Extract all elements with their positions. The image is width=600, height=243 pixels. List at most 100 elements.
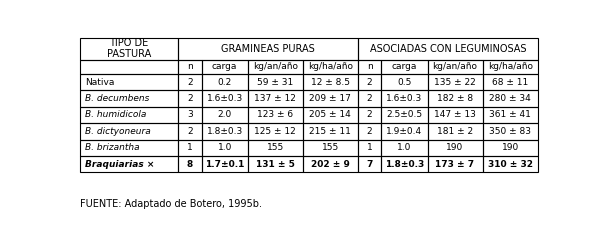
Bar xyxy=(80,74,178,90)
Text: 182 ± 8: 182 ± 8 xyxy=(437,94,473,103)
Bar xyxy=(248,90,303,107)
Text: 2: 2 xyxy=(187,78,193,87)
Bar xyxy=(382,90,428,107)
Bar xyxy=(428,156,482,172)
Text: 361 ± 41: 361 ± 41 xyxy=(489,110,531,119)
Text: 1.9±0.4: 1.9±0.4 xyxy=(386,127,422,136)
Text: 2: 2 xyxy=(187,94,193,103)
Text: FUENTE: Adaptado de Botero, 1995b.: FUENTE: Adaptado de Botero, 1995b. xyxy=(80,199,262,209)
Text: 209 ± 17: 209 ± 17 xyxy=(310,94,351,103)
Bar xyxy=(80,139,178,156)
Text: carga: carga xyxy=(212,62,238,71)
Text: 215 ± 11: 215 ± 11 xyxy=(310,127,351,136)
Bar xyxy=(202,123,248,139)
Text: ASOCIADAS CON LEGUMINOSAS: ASOCIADAS CON LEGUMINOSAS xyxy=(370,44,526,54)
Bar xyxy=(202,107,248,123)
Bar xyxy=(178,123,202,139)
Bar xyxy=(248,123,303,139)
Text: 3: 3 xyxy=(187,110,193,119)
Text: kg/ha/año: kg/ha/año xyxy=(308,62,353,71)
Bar xyxy=(80,38,178,60)
Text: 131 ± 5: 131 ± 5 xyxy=(256,160,295,169)
Bar xyxy=(482,123,538,139)
Text: 173 ± 7: 173 ± 7 xyxy=(436,160,475,169)
Bar xyxy=(202,60,248,74)
Bar xyxy=(303,60,358,74)
Bar xyxy=(248,139,303,156)
Bar xyxy=(202,156,248,172)
Bar xyxy=(382,60,428,74)
Text: 8: 8 xyxy=(187,160,193,169)
Text: 1.6±0.3: 1.6±0.3 xyxy=(206,94,243,103)
Text: 0.5: 0.5 xyxy=(397,78,412,87)
Bar xyxy=(358,139,382,156)
Bar xyxy=(178,156,202,172)
Text: kg/an/año: kg/an/año xyxy=(433,62,478,71)
Bar xyxy=(358,60,382,74)
Bar xyxy=(80,123,178,139)
Text: 1.0: 1.0 xyxy=(217,143,232,152)
Text: 155: 155 xyxy=(322,143,339,152)
Bar xyxy=(80,107,178,123)
Text: 2: 2 xyxy=(367,94,373,103)
Bar xyxy=(358,156,382,172)
Bar xyxy=(303,123,358,139)
Text: 123 ± 6: 123 ± 6 xyxy=(257,110,293,119)
Bar xyxy=(178,107,202,123)
Text: B. dictyoneura: B. dictyoneura xyxy=(85,127,151,136)
Text: kg/an/año: kg/an/año xyxy=(253,62,298,71)
Text: 2: 2 xyxy=(367,78,373,87)
Bar xyxy=(482,60,538,74)
Bar xyxy=(428,107,482,123)
Text: n: n xyxy=(367,62,373,71)
Text: 202 ± 9: 202 ± 9 xyxy=(311,160,350,169)
Bar xyxy=(428,60,482,74)
Text: 1.0: 1.0 xyxy=(397,143,412,152)
Bar xyxy=(303,74,358,90)
Text: n: n xyxy=(187,62,193,71)
Bar xyxy=(482,90,538,107)
Text: 7: 7 xyxy=(367,160,373,169)
Text: Braquiarias ×: Braquiarias × xyxy=(85,160,155,169)
Text: 68 ± 11: 68 ± 11 xyxy=(492,78,528,87)
Text: TIPO DE
PASTURA: TIPO DE PASTURA xyxy=(107,38,151,60)
Bar xyxy=(482,107,538,123)
Bar xyxy=(482,156,538,172)
Text: 0.2: 0.2 xyxy=(218,78,232,87)
Bar xyxy=(248,156,303,172)
Bar xyxy=(358,90,382,107)
Bar xyxy=(303,107,358,123)
Bar xyxy=(178,74,202,90)
Bar xyxy=(178,60,202,74)
Bar xyxy=(382,74,428,90)
Bar xyxy=(248,60,303,74)
Bar xyxy=(80,156,178,172)
Bar xyxy=(358,107,382,123)
Bar xyxy=(178,139,202,156)
Text: 190: 190 xyxy=(502,143,519,152)
Bar xyxy=(428,90,482,107)
Text: 125 ± 12: 125 ± 12 xyxy=(254,127,296,136)
Text: 2.0: 2.0 xyxy=(218,110,232,119)
Text: 135 ± 22: 135 ± 22 xyxy=(434,78,476,87)
Bar xyxy=(358,74,382,90)
Bar xyxy=(178,38,358,60)
Text: 1: 1 xyxy=(187,143,193,152)
Text: 190: 190 xyxy=(446,143,464,152)
Text: B. decumbens: B. decumbens xyxy=(85,94,149,103)
Bar xyxy=(80,90,178,107)
Text: 12 ± 8.5: 12 ± 8.5 xyxy=(311,78,350,87)
Bar xyxy=(358,123,382,139)
Bar xyxy=(482,74,538,90)
Text: 1.8±0.3: 1.8±0.3 xyxy=(385,160,424,169)
Text: 205 ± 14: 205 ± 14 xyxy=(310,110,351,119)
Bar xyxy=(202,139,248,156)
Bar xyxy=(202,74,248,90)
Bar xyxy=(80,60,178,74)
Bar xyxy=(382,156,428,172)
Bar xyxy=(303,90,358,107)
Bar xyxy=(178,90,202,107)
Text: 310 ± 32: 310 ± 32 xyxy=(488,160,533,169)
Text: Nativa: Nativa xyxy=(85,78,115,87)
Text: B. brizantha: B. brizantha xyxy=(85,143,140,152)
